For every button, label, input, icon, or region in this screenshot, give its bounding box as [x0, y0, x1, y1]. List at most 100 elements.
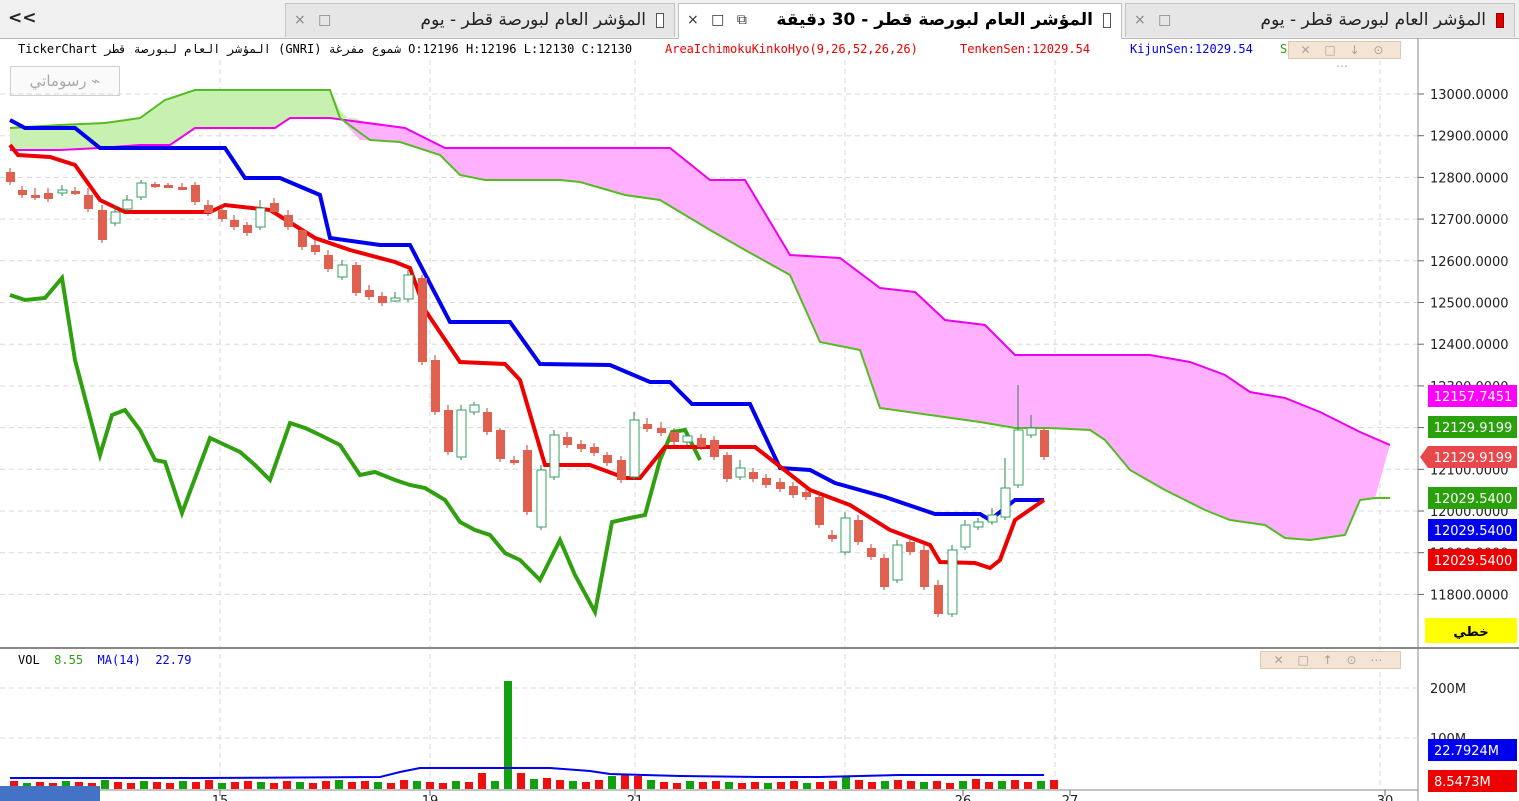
volume-bar: [231, 782, 239, 789]
tab-controls[interactable]: × □ ⧉: [687, 12, 751, 28]
scroll-handle[interactable]: [0, 786, 100, 801]
candle-bullish: [973, 521, 984, 528]
volume-bar: [283, 781, 291, 789]
candle-bullish: [536, 469, 547, 528]
my-drawings-label: رسوماتي: [29, 72, 87, 90]
candle-bearish: [418, 278, 427, 362]
tab-30min[interactable]: × □ ⧉ المؤشر العام لبورصة قطر - 30 دقيقة: [678, 3, 1122, 39]
price-tag-label: 12129.9199: [1434, 421, 1513, 436]
linear-scale-label: خطي: [1453, 625, 1488, 640]
price-axis-label: 12900.0000: [1430, 130, 1509, 145]
price-tag: [1428, 385, 1517, 407]
volume-tag: [1428, 770, 1517, 792]
candle-bearish: [577, 444, 586, 449]
tab-controls[interactable]: × □: [294, 12, 336, 28]
volume-bar: [296, 782, 304, 789]
candle-bullish: [1000, 487, 1011, 518]
candle-bullish: [255, 207, 266, 228]
price-tag-label: 12029.5400: [1434, 554, 1513, 569]
candle-bullish: [549, 434, 560, 478]
volume-bar: [803, 783, 811, 789]
candle-bearish: [510, 460, 519, 463]
time-axis-label: 21: [627, 794, 644, 801]
ohlc-readout: TickerChart المؤشر العام لبورصة قطر (GNR…: [18, 42, 633, 56]
candle-bearish: [84, 195, 93, 209]
volume-bar: [686, 781, 694, 789]
volume-bar: [712, 781, 720, 789]
senkou-span-a: [9, 89, 1390, 542]
volume-bar: [699, 782, 707, 789]
volume-bar: [257, 782, 265, 789]
volume-bar: [582, 782, 590, 789]
candle-bearish: [762, 478, 771, 485]
volume-bar: [764, 783, 772, 789]
price-axis-label: 12500.0000: [1430, 297, 1509, 312]
candle-bearish: [270, 203, 279, 212]
volume-bar: [569, 781, 577, 789]
volume-bar: [192, 782, 200, 789]
candle-bearish: [749, 472, 758, 479]
volume-bar: [504, 681, 512, 789]
volume-tag-label: 22.7924M: [1434, 744, 1499, 759]
price-tag-label: 12157.7451: [1434, 390, 1513, 405]
volume-bar: [517, 773, 525, 789]
volume-bar: [647, 780, 655, 789]
time-axis-label: 27: [1062, 794, 1079, 801]
candle-bearish: [164, 185, 173, 188]
price-axis-label: 11800.0000: [1430, 588, 1509, 603]
price-tag: [1428, 416, 1517, 438]
candle-bearish: [617, 460, 626, 480]
candle-bullish: [456, 409, 467, 458]
volume-bar: [868, 782, 876, 789]
volume-bar: [465, 782, 473, 789]
candle-bullish: [57, 189, 68, 194]
tab-controls[interactable]: × □: [1134, 12, 1176, 28]
linear-scale-button[interactable]: [1425, 618, 1517, 643]
candle-bullish: [629, 419, 640, 478]
my-drawings-button[interactable]: رسوماتي ⌁: [10, 66, 120, 96]
chart-toolbox[interactable]: ✕ □ ↓ ⊙ ⋯: [1288, 41, 1401, 73]
volume-bar: [920, 782, 928, 789]
candle-bullish: [1013, 429, 1024, 486]
volume-bar: [153, 782, 161, 789]
candle-bullish: [682, 435, 693, 443]
candle-bearish: [710, 440, 719, 457]
volume-bar: [10, 781, 18, 789]
volume-bar: [673, 783, 681, 789]
volume-toolbox[interactable]: ✕ □ ↑ ⊙ ⋯: [1260, 651, 1401, 669]
tab-title: المؤشر العام لبورصة قطر - يوم: [1260, 10, 1486, 30]
volume-ma-line: [10, 767, 1044, 779]
candle-bullish: [110, 211, 121, 224]
candle-bearish: [603, 455, 612, 463]
price-tag: [1428, 487, 1517, 509]
candle-bearish: [828, 535, 837, 539]
kumo-cloud-bearish: [340, 118, 1390, 540]
candle-bearish: [6, 172, 15, 182]
tab-daily-1[interactable]: × □ المؤشر العام لبورصة قطر - يوم: [1125, 3, 1515, 37]
volume-bar: [634, 776, 642, 789]
kumo-cloud-bullish: [10, 90, 375, 150]
price-tag: [1428, 519, 1517, 541]
time-axis-label: 30: [1377, 794, 1394, 801]
candle-bearish: [815, 497, 824, 525]
price-tag: [1420, 446, 1517, 468]
candle-bearish: [243, 225, 252, 233]
volume-bar: [452, 781, 460, 789]
candle-bullish: [122, 199, 133, 210]
volume-bar: [426, 782, 434, 789]
volume-bar: [855, 780, 863, 789]
volume-bar: [1050, 780, 1058, 789]
tab-daily-2[interactable]: × □ المؤشر العام لبورصة قطر - يوم: [285, 3, 675, 37]
tab-icon: [1103, 13, 1111, 28]
tab-scroll-button[interactable]: <<: [8, 8, 37, 28]
chart-info-line: TickerChart المؤشر العام لبورصة قطر (GNR…: [0, 39, 1415, 61]
volume-bar: [1011, 780, 1019, 789]
candle-bearish: [920, 550, 929, 587]
volume-tag: [1428, 739, 1517, 761]
volume-bar: [842, 777, 850, 789]
candle-bullish: [892, 544, 903, 581]
candle-bearish: [496, 430, 505, 459]
volume-bar: [348, 782, 356, 789]
volume-bar: [790, 781, 798, 789]
